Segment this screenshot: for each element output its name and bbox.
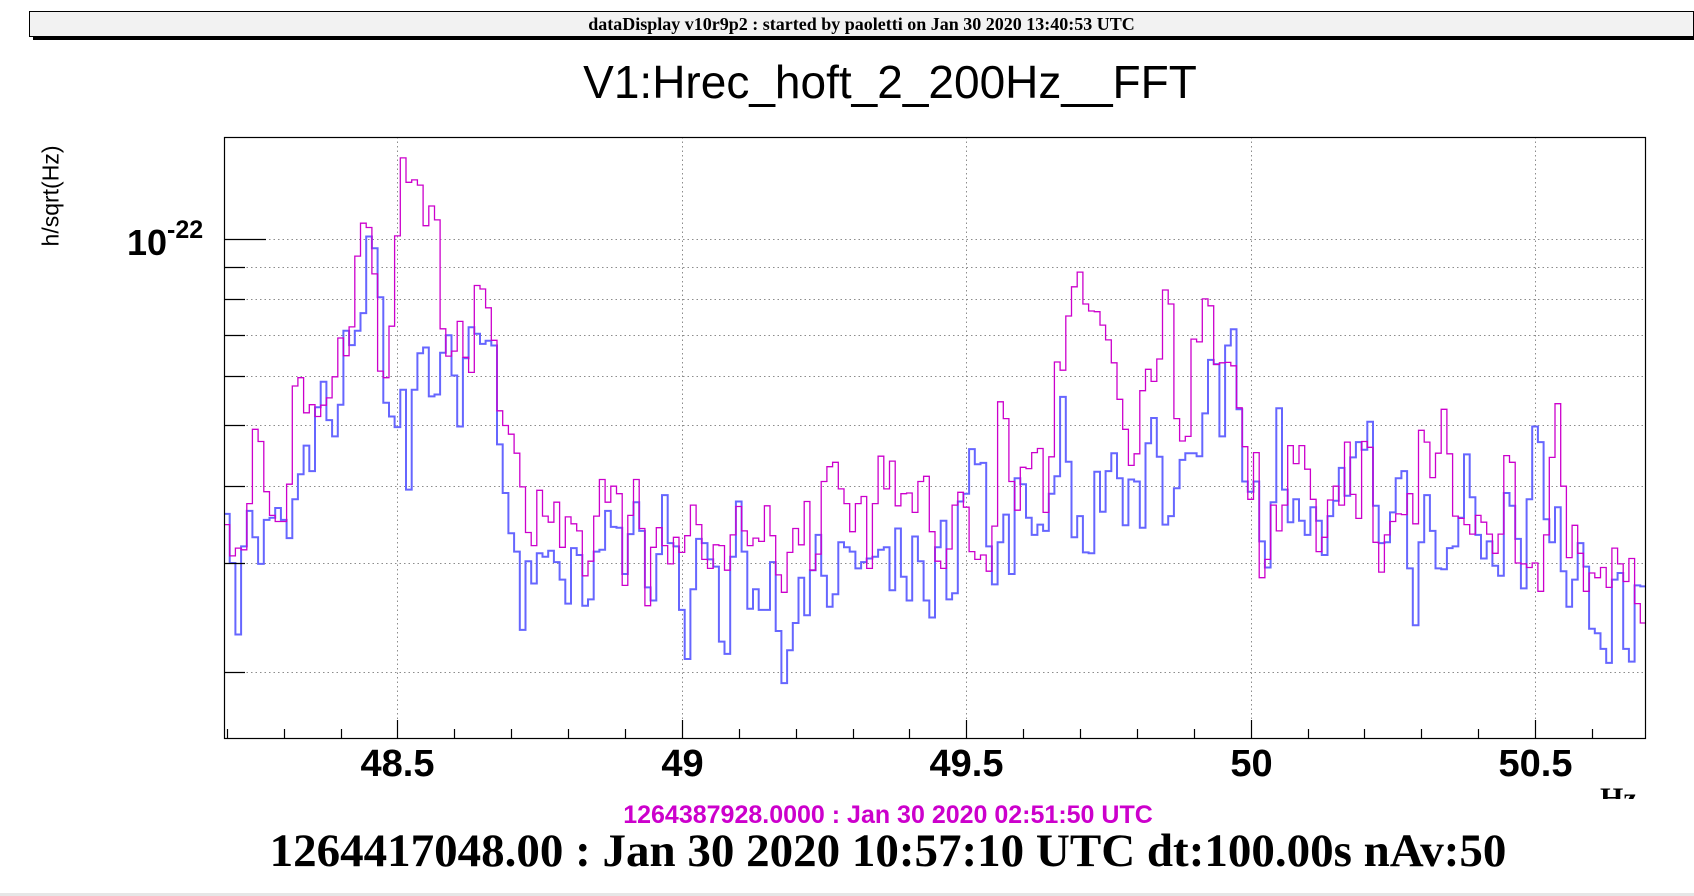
x-tick-labels: 48.5 49 49.5 50 50.5 — [361, 743, 1573, 785]
bottom-strip — [0, 893, 1694, 896]
reference-time-label: 1264387928.0000 : Jan 30 2020 02:51:50 U… — [623, 801, 1153, 829]
x-tick-label: 50.5 — [1499, 743, 1573, 785]
x-tick-label: 48.5 — [361, 743, 435, 785]
x-tick-label: 50 — [1230, 743, 1272, 785]
header-bar: dataDisplay v10r9p2 : started by paolett… — [29, 11, 1694, 37]
x-axis-label: Hz — [1600, 784, 1637, 799]
header-text: dataDisplay v10r9p2 : started by paolett… — [588, 14, 1135, 34]
x-tick-label: 49 — [661, 743, 703, 785]
y-tick-label: 10-22 — [127, 218, 203, 264]
y-tick-exponent: -22 — [167, 216, 204, 244]
series-group — [224, 157, 1646, 685]
current-time-label: 1264417048.00 : Jan 30 2020 10:57:10 UTC… — [269, 825, 1507, 877]
chart-title: V1:Hrec_hoft_2_200Hz__FFT — [583, 56, 1197, 108]
header-shadow — [33, 37, 1694, 40]
y-tick-base: 10 — [127, 222, 168, 263]
axis-ticks — [224, 238, 1594, 739]
current-spectrum-line — [224, 235, 1646, 685]
grid — [224, 137, 1646, 739]
x-tick-label: 49.5 — [930, 743, 1004, 785]
reference-spectrum-line — [224, 157, 1646, 624]
plot-frame — [223, 136, 1647, 740]
